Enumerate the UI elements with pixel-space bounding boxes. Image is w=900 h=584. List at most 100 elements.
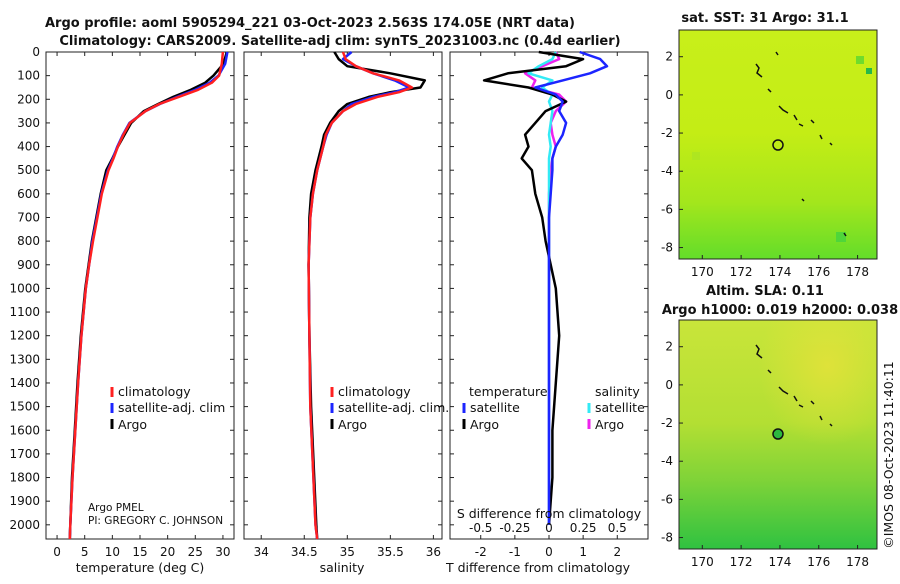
- series-climatology-line: [68, 51, 225, 540]
- legend-t-argo: Argo: [470, 417, 499, 432]
- map-lat-tick-label: 0: [665, 378, 673, 392]
- series-temperature-satellite-line: [534, 50, 609, 525]
- legend-climatology: climatology: [118, 384, 191, 399]
- sla-map-axes: 170 172 174 176 178 2 0 -2 -4 -6 -8: [661, 340, 869, 569]
- legend-t-satellite: satellite: [470, 400, 520, 415]
- x-tick-label: 0: [545, 545, 553, 559]
- depth-tick-label: 200: [17, 92, 40, 106]
- legend-climatology: climatology: [338, 384, 411, 399]
- map-lat-tick-label: -8: [661, 241, 673, 255]
- x-tick-label: 0: [53, 545, 61, 559]
- x-tick-label: 35: [340, 545, 355, 559]
- depth-tick-label: 900: [17, 258, 40, 272]
- depth-tick-label: 1900: [9, 494, 40, 508]
- difference-plot: -2 -1 0 1 2 -0.5 -0.25 0 0.25 0.5: [469, 50, 627, 559]
- series-salinity-argo-line: [523, 51, 568, 525]
- temperature-legend: climatology satellite-adj. clim Argo: [110, 384, 225, 432]
- series-argo-line: [307, 51, 427, 540]
- legend-s-satellite: satellite: [595, 400, 645, 415]
- sla-map-title: Altim. SLA: 0.11: [706, 284, 824, 299]
- map-lat-tick-label: -4: [661, 164, 673, 178]
- map-lat-tick-label: -2: [661, 416, 673, 430]
- sst-cool-patch: [866, 68, 872, 74]
- sst-map-axes: 170 172 174 176 178 2 0 -2 -4 -6 -8: [661, 50, 869, 279]
- temperature-xlabel: temperature (deg C): [76, 560, 205, 575]
- map-lat-tick-label: -2: [661, 126, 673, 140]
- map-lat-tick-label: -6: [661, 202, 673, 216]
- map-lon-tick-label: 178: [846, 555, 869, 569]
- depth-tick-label: 1200: [9, 329, 40, 343]
- map-lon-tick-label: 174: [768, 265, 791, 279]
- x-tick-label: -1: [509, 545, 521, 559]
- x2-tick-label: 0: [545, 521, 553, 535]
- map-lat-tick-label: 0: [665, 88, 673, 102]
- map-lat-tick-label: -8: [661, 531, 673, 545]
- x-tick-label: 2: [613, 545, 621, 559]
- map-lon-tick-label: 170: [691, 265, 714, 279]
- temperature-plot: 0 5 10 15 20 25 30: [53, 51, 231, 559]
- map-lon-tick-label: 178: [846, 265, 869, 279]
- x-tick-label: 5: [81, 545, 89, 559]
- map-lat-tick-label: 2: [665, 340, 673, 354]
- depth-tick-label: 1000: [9, 281, 40, 295]
- depth-tick-label: 2000: [9, 518, 40, 532]
- legend-argo: Argo: [118, 417, 147, 432]
- annotation-pi: PI: GREGORY C. JOHNSON: [88, 515, 223, 527]
- sst-map: [678, 29, 878, 260]
- sst-map-frame: [678, 29, 878, 260]
- sst-cool-patch: [692, 152, 700, 160]
- x2-tick-label: -0.5: [469, 521, 492, 535]
- map-lat-tick-label: -6: [661, 492, 673, 506]
- depth-tick-label: 1500: [9, 400, 40, 414]
- legend-salinity-title: salinity: [595, 384, 640, 399]
- depth-tick-label: 1400: [9, 376, 40, 390]
- sla-map-subtitle: Argo h1000: 0.019 h2000: 0.038: [662, 303, 898, 318]
- depth-axis: 0 100 200 300 400 500 600 700 800 900 1000 1100 1200…: [9, 45, 648, 532]
- x-tick-label: 34.5: [291, 545, 318, 559]
- salinity-legend: climatology satellite-adj. clim. Argo: [330, 384, 449, 432]
- difference-x2label: S difference from climatology: [457, 506, 642, 521]
- x-tick-label: 15: [132, 545, 147, 559]
- sst-map-title: sat. SST: 31 Argo: 31.1: [681, 11, 848, 26]
- sst-cool-patch: [856, 56, 864, 64]
- salinity-plot: 34 34.5 35 35.5 36: [254, 51, 441, 559]
- depth-tick-label: 1100: [9, 305, 40, 319]
- depth-tick-label: 600: [17, 187, 40, 201]
- map-lon-tick-label: 176: [807, 265, 830, 279]
- map-lat-tick-label: 2: [665, 50, 673, 64]
- x-tick-label: 36: [426, 545, 441, 559]
- difference-xlabel: T difference from climatology: [445, 560, 631, 575]
- x-tick-label: 34: [254, 545, 269, 559]
- x-tick-label: 30: [215, 545, 230, 559]
- sla-coastline: [755, 344, 833, 427]
- map-lat-tick-label: -4: [661, 454, 673, 468]
- difference-legend: temperature satellite Argo salinity sate…: [462, 384, 645, 432]
- map-lon-tick-label: 172: [730, 555, 753, 569]
- sla-map-frame: [678, 319, 878, 550]
- map-lon-tick-label: 176: [807, 555, 830, 569]
- x-tick-label: 20: [160, 545, 175, 559]
- salinity-xlabel: salinity: [320, 560, 365, 575]
- sst-coastline: [755, 51, 847, 237]
- x-tick-label: 10: [105, 545, 120, 559]
- x2-tick-label: -0.25: [499, 521, 530, 535]
- salinity-panel-frame: [243, 51, 443, 540]
- legend-s-argo: Argo: [595, 417, 624, 432]
- sst-argo-position-marker: [772, 139, 784, 151]
- x-tick-label: 1: [579, 545, 587, 559]
- series-satellite-adj-clim--line: [307, 51, 411, 540]
- depth-tick-label: 100: [17, 69, 40, 83]
- legend-satellite: satellite-adj. clim: [118, 400, 225, 415]
- figure-title-line1: Argo profile: aoml 5905294_221 03-Oct-20…: [45, 16, 575, 31]
- copyright-stamp: ©IMOS 08-Oct-2023 11:40:11: [881, 361, 896, 549]
- depth-tick-label: 1700: [9, 447, 40, 461]
- annotation-argo-pmel: Argo PMEL: [88, 502, 144, 514]
- sst-cool-patch: [836, 232, 846, 242]
- series-climatology-line: [307, 51, 414, 540]
- series-satellite-adj-clim-line: [68, 51, 229, 540]
- figure-title-line2: Climatology: CARS2009. Satellite-adj cli…: [59, 34, 620, 49]
- sla-argo-position-marker: [772, 428, 784, 440]
- legend-satellite: satellite-adj. clim.: [338, 400, 449, 415]
- series-temperature-argo-line: [482, 50, 585, 525]
